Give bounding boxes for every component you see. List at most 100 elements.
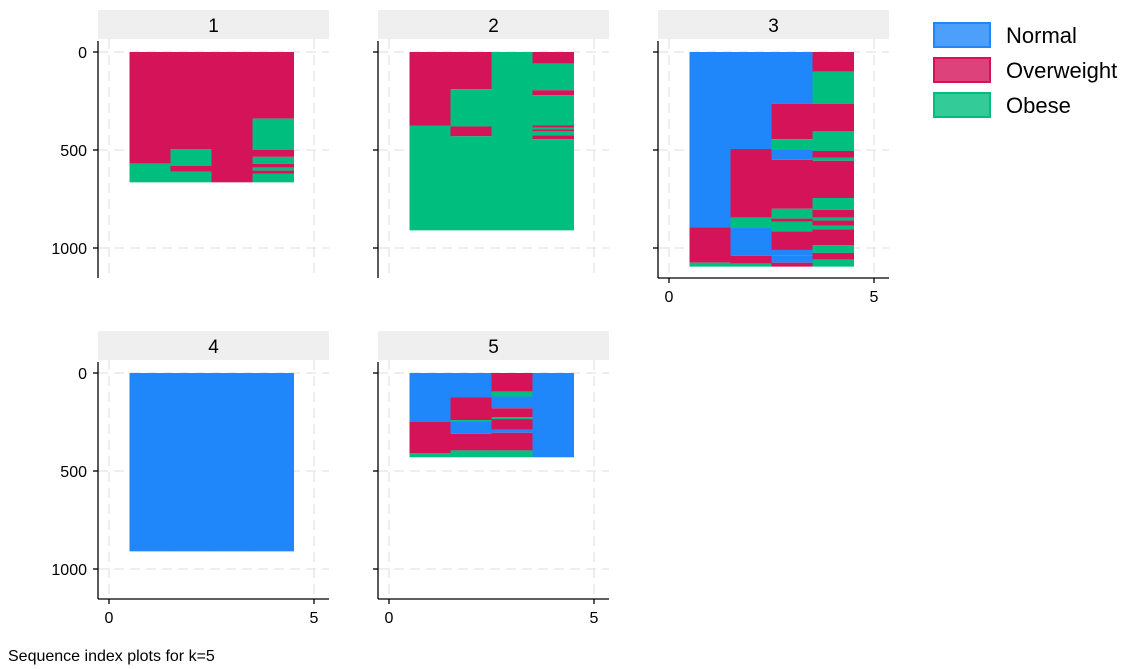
sequence-segment-overweight <box>450 397 492 421</box>
sequence-segment-overweight <box>812 209 854 218</box>
sequence-segment-obese <box>812 198 854 210</box>
sequence-segment-normal <box>730 52 772 150</box>
sequence-segment-overweight <box>812 52 854 72</box>
sequence-segment-overweight <box>409 52 451 126</box>
sequence-segment-obese <box>409 125 451 231</box>
x-tick-label: 0 <box>665 289 674 306</box>
sequence-segment-normal <box>491 396 533 409</box>
sequence-segment-obese <box>812 217 854 221</box>
x-tick-label: 0 <box>105 610 114 627</box>
sequence-segment-overweight <box>771 231 813 250</box>
sequence-segment-obese <box>252 167 294 171</box>
panel-strip <box>378 331 609 360</box>
sequence-segment-overweight <box>211 52 253 183</box>
sequence-segment-overweight <box>812 220 854 226</box>
sequence-segment-overweight <box>730 255 772 264</box>
panel-title: 4 <box>208 337 219 358</box>
sequence-segment-overweight <box>170 52 212 150</box>
sequence-segment-normal <box>450 373 492 398</box>
sequence-segment-overweight <box>812 103 854 132</box>
sequence-segment-obese <box>450 450 492 458</box>
y-tick-label: 1000 <box>51 241 87 258</box>
sequence-segment-normal <box>730 227 772 256</box>
x-tick-label: 5 <box>310 610 319 627</box>
legend: Normal Overweight Obese <box>933 22 1117 118</box>
legend-label-overweight: Overweight <box>1006 58 1117 83</box>
y-tick-label: 500 <box>60 143 87 160</box>
sequence-segment-overweight <box>129 52 171 164</box>
legend-swatch-overweight <box>933 57 991 83</box>
panel-title: 3 <box>768 16 779 37</box>
sequence-segment-overweight <box>812 160 854 199</box>
x-tick-label: 5 <box>870 289 879 306</box>
panel-strip <box>658 10 889 39</box>
sequence-segment-obese <box>491 450 533 458</box>
panel-title: 5 <box>488 337 499 358</box>
sequence-segment-obese <box>491 417 533 420</box>
sequence-segment-normal <box>129 373 171 552</box>
sequence-segment-obese <box>409 453 451 458</box>
sequence-segment-obese <box>812 157 854 161</box>
sequence-segment-overweight <box>532 52 574 64</box>
sequence-segment-normal <box>252 373 294 552</box>
panel-1: 1 0 500 1000 <box>51 10 329 278</box>
sequence-segment-overweight <box>450 433 492 451</box>
sequence-segment-overweight <box>771 103 813 140</box>
y-tick-label: 500 <box>60 464 87 481</box>
sequence-segment-obese <box>252 156 294 164</box>
panel-2: 2 <box>373 10 609 278</box>
sequence-segment-overweight <box>812 252 854 260</box>
x-tick-label: 5 <box>590 610 599 627</box>
sequence-segment-obese <box>771 139 813 150</box>
sequence-segment-overweight <box>812 229 854 246</box>
sequence-segment-obese <box>170 171 212 183</box>
sequence-segment-obese <box>491 391 533 397</box>
sequence-segment-overweight <box>491 408 533 418</box>
sequence-segment-obese <box>812 225 854 230</box>
sequence-segment-obese <box>450 136 492 231</box>
sequence-segment-obese <box>532 127 574 130</box>
sequence-segment-obese <box>812 259 854 267</box>
sequence-segment-obese <box>170 149 212 166</box>
sequence-segment-obese <box>532 131 574 136</box>
sequence-segment-overweight <box>170 165 212 172</box>
legend-label-normal: Normal <box>1006 23 1077 48</box>
sequence-segment-overweight <box>491 419 533 430</box>
sequence-segment-obese <box>812 245 854 253</box>
sequence-segment-normal <box>211 373 253 552</box>
panel-strip <box>98 10 329 39</box>
legend-swatch-obese <box>933 92 991 118</box>
sequence-segment-overweight <box>450 52 492 90</box>
sequence-segment-overweight <box>771 218 813 222</box>
sequence-segment-obese <box>450 420 492 422</box>
panel-title: 1 <box>208 16 219 37</box>
sequence-segment-normal <box>491 429 533 433</box>
sequence-segment-normal <box>689 52 731 228</box>
sequence-segment-obese <box>812 131 854 151</box>
x-tick-label: 0 <box>385 610 394 627</box>
panel-strip <box>378 10 609 39</box>
sequence-segment-overweight <box>252 170 294 174</box>
sequence-segment-normal <box>450 422 492 434</box>
legend-swatch-normal <box>933 22 991 48</box>
sequence-segment-obese <box>450 89 492 127</box>
sequence-segment-obese <box>532 95 574 126</box>
sequence-segment-overweight <box>532 125 574 128</box>
sequence-segment-obese <box>532 63 574 91</box>
sequence-segment-overweight <box>771 159 813 209</box>
panel-strip <box>98 331 329 360</box>
y-tick-label: 1000 <box>51 562 87 579</box>
sequence-segment-obese <box>812 71 854 104</box>
sequence-segment-normal <box>771 52 813 104</box>
y-tick-label: 0 <box>78 366 87 383</box>
figure-note: Sequence index plots for k=5 <box>8 648 215 665</box>
panel-title: 2 <box>488 16 499 37</box>
y-tick-label: 0 <box>78 45 87 62</box>
sequence-segment-obese <box>129 163 171 183</box>
sequence-segment-overweight <box>491 432 533 451</box>
sequence-segment-overweight <box>409 422 451 454</box>
sequence-segment-obese <box>730 217 772 228</box>
sequence-segment-overweight <box>252 150 294 157</box>
sequence-segment-overweight <box>689 227 731 263</box>
